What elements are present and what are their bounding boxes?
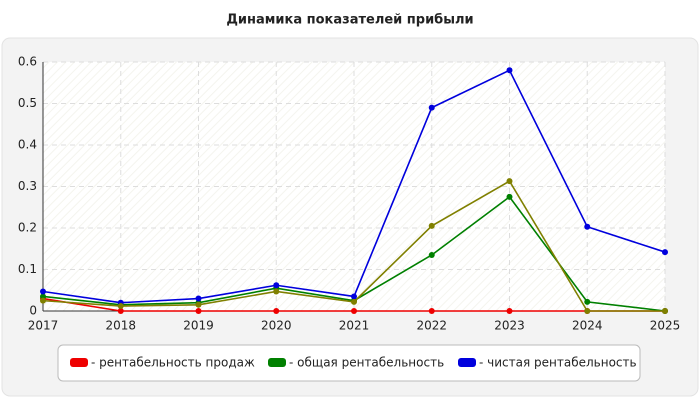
legend-swatch bbox=[268, 358, 286, 367]
point bbox=[584, 308, 591, 314]
point bbox=[117, 308, 124, 314]
point bbox=[506, 67, 513, 74]
x-tick-label: 2017 bbox=[28, 319, 59, 333]
point bbox=[351, 308, 357, 314]
legend-label: - чистая рентабельность bbox=[479, 356, 637, 370]
point bbox=[662, 249, 668, 256]
point bbox=[195, 308, 202, 314]
point bbox=[428, 104, 435, 111]
point bbox=[584, 298, 591, 305]
legend-label: - рентабельность продаж bbox=[91, 356, 255, 370]
legend-swatch bbox=[458, 358, 476, 367]
y-tick-label: 0.1 bbox=[18, 262, 37, 276]
x-tick-label: 2024 bbox=[572, 319, 603, 333]
y-tick-label: 0.3 bbox=[18, 179, 37, 193]
point bbox=[506, 308, 513, 314]
x-tick-label: 2021 bbox=[339, 319, 370, 333]
point bbox=[584, 223, 591, 230]
y-tick-label: 0.2 bbox=[18, 221, 37, 235]
legend-label: - общая рентабельность bbox=[289, 356, 444, 370]
point bbox=[40, 293, 46, 300]
chart-title: Динамика показателей прибыли bbox=[226, 13, 473, 28]
point bbox=[428, 222, 435, 229]
x-tick-label: 2018 bbox=[105, 319, 136, 333]
point bbox=[273, 308, 280, 314]
point bbox=[428, 251, 435, 258]
x-tick-label: 2020 bbox=[261, 319, 292, 333]
point bbox=[428, 308, 435, 314]
point bbox=[351, 298, 357, 305]
x-tick-label: 2023 bbox=[494, 319, 525, 333]
point bbox=[506, 178, 513, 185]
y-tick-label: 0.6 bbox=[18, 55, 37, 69]
point bbox=[662, 308, 668, 314]
x-tick-label: 2022 bbox=[416, 319, 447, 333]
point bbox=[273, 282, 280, 289]
y-tick-label: 0.4 bbox=[18, 138, 37, 152]
point bbox=[40, 297, 46, 304]
y-tick-label: 0.5 bbox=[18, 96, 37, 110]
x-tick-label: 2019 bbox=[183, 319, 214, 333]
y-tick-label: 0 bbox=[29, 304, 37, 318]
point bbox=[40, 288, 46, 295]
point bbox=[195, 301, 202, 308]
legend-swatch bbox=[70, 358, 88, 367]
point bbox=[506, 193, 513, 200]
x-tick-label: 2025 bbox=[650, 319, 681, 333]
point bbox=[273, 288, 280, 295]
point bbox=[117, 303, 124, 310]
legend bbox=[57, 344, 641, 382]
point bbox=[351, 293, 357, 300]
point bbox=[195, 295, 202, 302]
